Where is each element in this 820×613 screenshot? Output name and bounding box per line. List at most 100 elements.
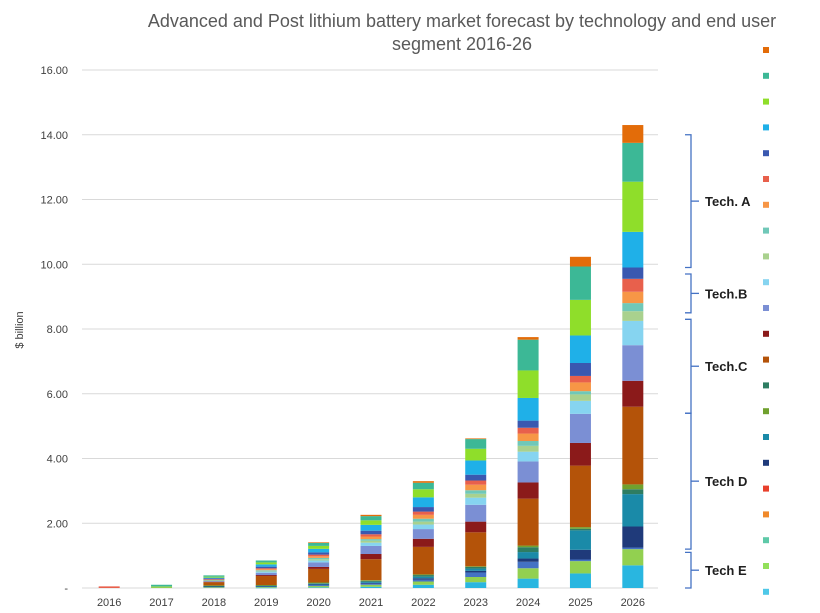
x-tick-label: 2017 <box>149 597 173 609</box>
legend-swatch <box>763 150 769 157</box>
y-tick-label: 2.00 <box>47 518 68 530</box>
group-label: Tech. A <box>705 194 751 209</box>
legend-swatch <box>763 537 769 544</box>
bar-segment <box>360 559 382 581</box>
bar-segment <box>412 482 434 490</box>
bar-segment <box>98 586 120 588</box>
bar-segment <box>203 580 225 581</box>
bar-segment <box>517 397 539 421</box>
bar-segment <box>308 556 330 558</box>
bar-segment <box>360 545 382 555</box>
bar-segment <box>517 498 539 546</box>
bar-segment <box>203 587 225 588</box>
bar-segment <box>622 484 644 490</box>
bar-segment <box>203 579 225 580</box>
bar-segment <box>151 586 173 588</box>
bar-segment <box>517 451 539 462</box>
bar-segment <box>412 538 434 547</box>
bar-segment <box>360 583 382 585</box>
bar-segment <box>308 559 330 561</box>
bar-segment <box>622 406 644 485</box>
bar-segment <box>360 584 382 587</box>
legend <box>763 47 769 595</box>
bar-segment <box>622 549 644 566</box>
bar-segment <box>622 489 644 495</box>
bar-segment <box>203 580 225 582</box>
y-tick-label: - <box>64 583 68 595</box>
bar-segment <box>360 520 382 525</box>
bar-segment <box>622 231 644 268</box>
bar-segment <box>360 536 382 540</box>
bar-segment <box>569 549 591 560</box>
bar-segment <box>465 448 487 461</box>
bar-segment <box>622 291 644 304</box>
y-axis-ticks: - 2.00 4.00 6.00 8.00 10.00 12.00 14.00 16.00 <box>40 65 68 595</box>
legend-swatch <box>763 588 769 595</box>
bar-segment <box>517 445 539 452</box>
bar-segment <box>622 565 644 588</box>
chart-title-line1: Advanced and Post lithium battery market… <box>148 11 776 31</box>
x-tick-label: 2023 <box>463 597 487 609</box>
legend-swatch <box>763 382 769 389</box>
bar-segment <box>569 266 591 300</box>
bar-segment <box>255 569 277 571</box>
bars <box>98 125 644 589</box>
bar-segment <box>308 585 330 587</box>
bar-segment <box>569 391 591 395</box>
bar-segment <box>360 514 382 517</box>
legend-swatch <box>763 72 769 79</box>
bar-stack-2020 <box>308 542 330 588</box>
legend-swatch <box>763 356 769 363</box>
bar-segment <box>465 439 487 449</box>
bar-segment <box>255 562 277 565</box>
bar-segment <box>622 345 644 381</box>
bar-segment <box>517 427 539 434</box>
bar-segment <box>151 584 173 587</box>
x-tick-label: 2022 <box>411 597 435 609</box>
bar-segment <box>308 554 330 557</box>
bar-segment <box>308 583 330 585</box>
bar-segment <box>465 460 487 475</box>
legend-swatch <box>763 434 769 440</box>
bar-segment <box>569 362 591 376</box>
bar-segment <box>255 560 277 563</box>
bar-stack-2018 <box>203 575 225 588</box>
bar-segment <box>517 461 539 483</box>
x-tick-label: 2018 <box>202 597 226 609</box>
bar-segment <box>569 400 591 414</box>
bar-segment <box>622 125 644 143</box>
bar-segment <box>308 586 330 588</box>
bar-segment <box>360 581 382 583</box>
bar-segment <box>622 303 644 312</box>
bar-segment <box>517 561 539 569</box>
bar-segment <box>360 586 382 588</box>
legend-swatch <box>763 124 769 131</box>
bar-segment <box>622 380 644 407</box>
bar-segment <box>412 584 434 588</box>
bar-segment <box>308 587 330 588</box>
bar-segment <box>412 511 434 515</box>
bar-segment <box>465 532 487 567</box>
bar-segment <box>360 542 382 546</box>
bar-segment <box>360 580 382 581</box>
legend-swatch <box>763 98 769 105</box>
bar-segment <box>465 480 487 485</box>
bar-segment <box>622 181 644 232</box>
bar-stack-2017 <box>151 584 173 588</box>
bar-segment <box>203 581 225 583</box>
bar-segment <box>255 585 277 587</box>
y-tick-label: 8.00 <box>47 324 68 336</box>
bar-segment <box>412 576 434 579</box>
bar-segment <box>465 568 487 571</box>
bar-segment <box>308 542 330 546</box>
bar-segment <box>622 267 644 279</box>
bar-segment <box>517 552 539 559</box>
group-label: Tech D <box>705 474 747 489</box>
bar-segment <box>465 570 487 573</box>
bar-segment <box>569 530 591 550</box>
bar-segment <box>465 566 487 569</box>
bar-segment <box>308 557 330 560</box>
bar-segment <box>255 568 277 570</box>
bar-segment <box>569 573 591 588</box>
tech-groups: Tech. A Tech.B Tech.C Tech D Tech E <box>685 134 751 589</box>
